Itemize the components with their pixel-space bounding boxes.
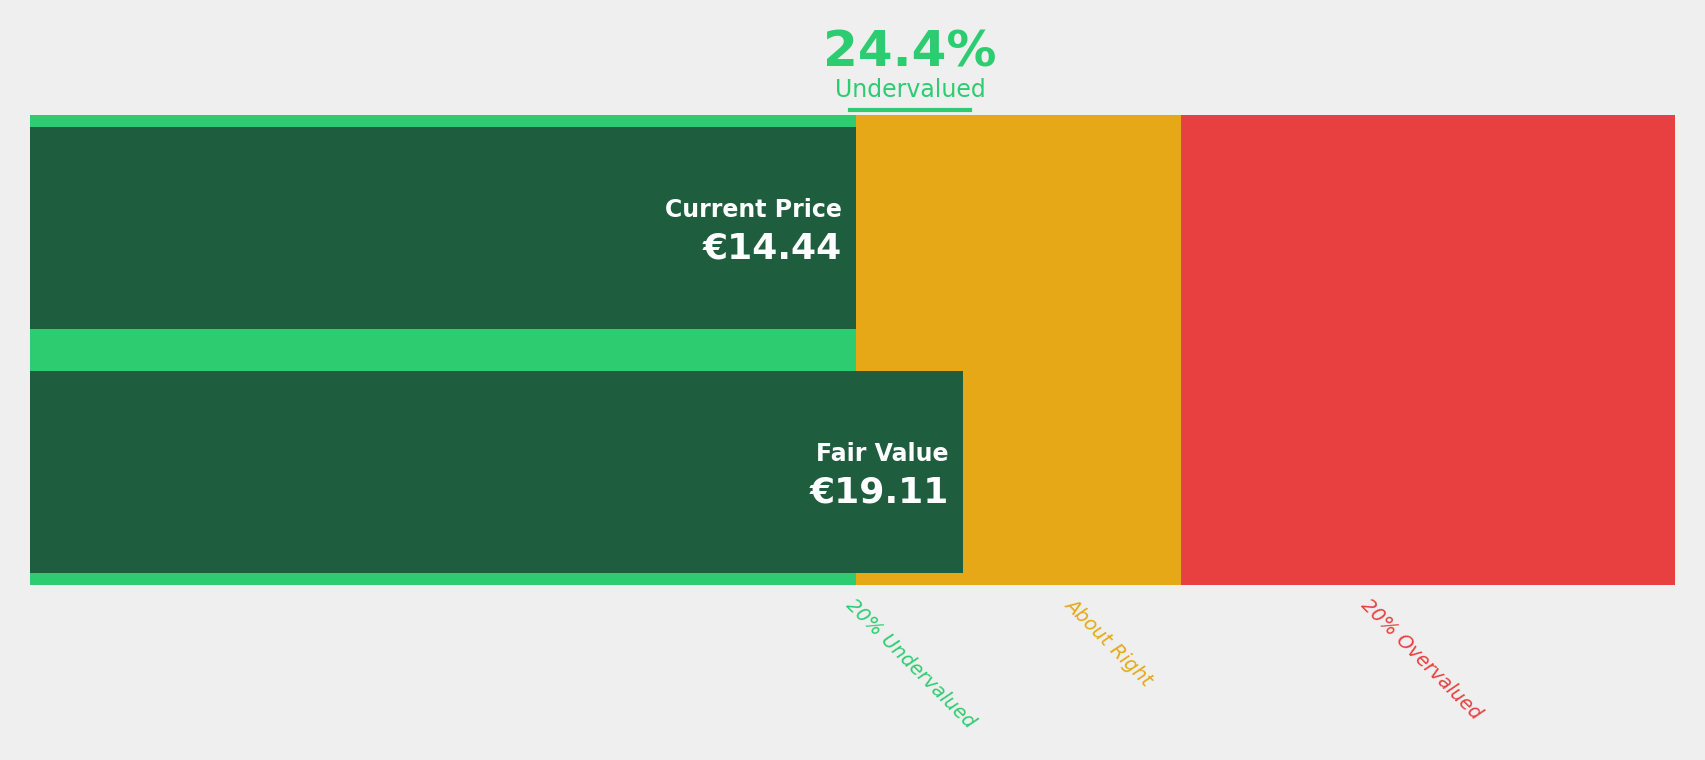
Bar bbox=[31, 127, 856, 329]
Bar bbox=[856, 115, 962, 585]
Bar bbox=[962, 115, 1182, 585]
Text: 20% Overvalued: 20% Overvalued bbox=[1357, 595, 1485, 723]
Text: Undervalued: Undervalued bbox=[834, 78, 985, 102]
Bar bbox=[1182, 115, 1674, 585]
Bar bbox=[31, 115, 856, 585]
Text: Fair Value: Fair Value bbox=[815, 442, 948, 466]
Text: €14.44: €14.44 bbox=[702, 231, 841, 265]
Bar bbox=[31, 371, 962, 573]
Text: About Right: About Right bbox=[1061, 595, 1156, 690]
Text: Current Price: Current Price bbox=[665, 198, 841, 222]
Text: 20% Undervalued: 20% Undervalued bbox=[842, 595, 979, 732]
Text: €19.11: €19.11 bbox=[808, 475, 948, 509]
Text: 24.4%: 24.4% bbox=[824, 28, 996, 76]
